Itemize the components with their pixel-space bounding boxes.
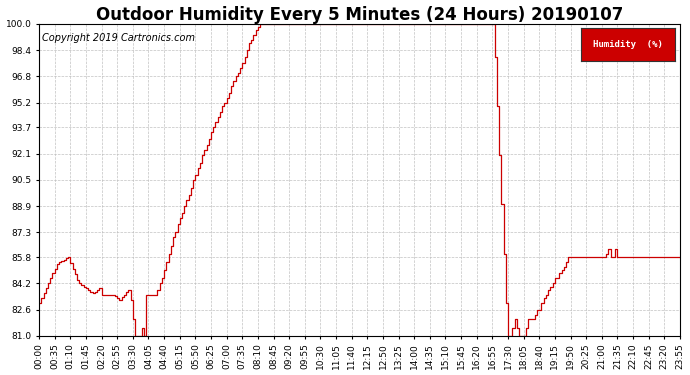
Title: Outdoor Humidity Every 5 Minutes (24 Hours) 20190107: Outdoor Humidity Every 5 Minutes (24 Hou…: [96, 6, 623, 24]
Text: Copyright 2019 Cartronics.com: Copyright 2019 Cartronics.com: [42, 33, 195, 43]
